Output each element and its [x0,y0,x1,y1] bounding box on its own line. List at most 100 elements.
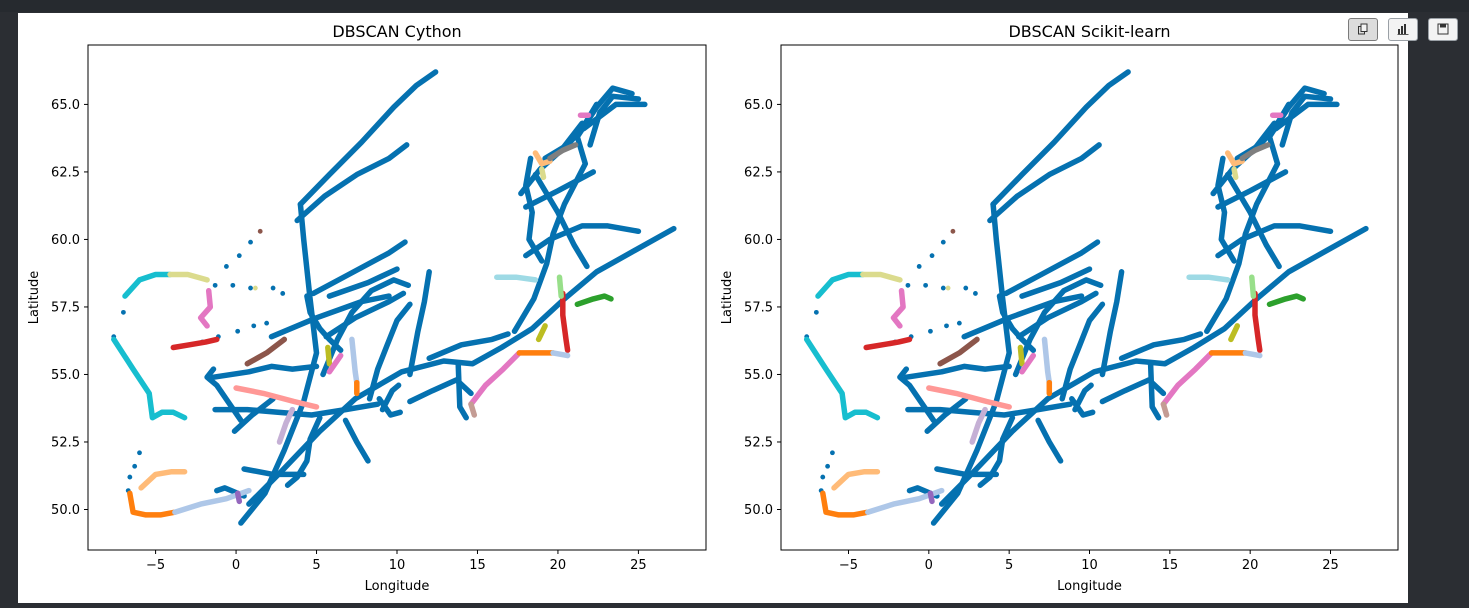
y-tick-label: 60.0 [744,233,773,248]
cluster-track [1099,377,1167,405]
cluster-track [1279,93,1334,148]
cluster-track [550,350,571,359]
cluster-track [244,336,288,367]
cluster-track [468,401,478,418]
cluster-track [969,406,988,445]
cluster-track [961,293,1085,340]
cluster-track [937,336,980,367]
cluster-track [294,142,410,224]
cluster-track [574,293,614,308]
cluster-track [494,274,539,283]
cluster-track [1224,150,1245,167]
cluster-track [803,336,881,421]
cluster-point [230,282,236,288]
x-axis-label: Longitude [1057,579,1122,594]
cluster-track [990,69,1131,208]
bar-chart-icon [1397,20,1409,39]
cluster-track [234,490,243,505]
cluster-track [1252,290,1263,353]
chart-title: DBSCAN Scikit-learn [1008,22,1170,41]
cluster-track [246,225,677,507]
cluster-point [956,320,962,326]
cluster-point [137,450,142,456]
cluster-track [1249,274,1257,299]
cluster-point [224,264,229,269]
cluster-track [468,350,523,407]
cluster-track [241,466,307,478]
cluster-track [890,287,906,329]
cluster-point [905,282,911,288]
cluster-track [580,101,648,132]
cluster-track [903,363,1012,380]
cluster-track [1041,336,1053,386]
cluster-point [923,282,929,288]
cluster-track [1147,360,1162,421]
cluster-track [167,271,210,283]
cluster-track [539,166,547,181]
cluster-track [212,401,381,418]
cluster-track [197,287,214,329]
cluster-track [532,150,553,167]
cluster-track [934,466,1000,478]
x-axis-label: Longitude [365,579,430,594]
cluster-track [127,490,178,518]
chart-title: DBSCAN Cython [332,22,461,41]
cluster-track [1016,290,1099,340]
cluster-point [280,291,286,296]
copy-button[interactable] [1348,18,1378,41]
cluster-track [455,360,469,421]
cluster-point [944,323,949,329]
y-tick-label: 55.0 [51,368,80,383]
cluster-track [210,363,320,380]
cluster-track [1160,350,1215,407]
x-tick-label: −5 [839,558,858,573]
x-tick-label: 5 [312,558,320,573]
cluster-track [1231,166,1239,181]
cluster-track [1160,401,1170,418]
cluster-point [945,285,951,291]
cluster-track [326,266,400,299]
cluster-track [820,490,871,518]
cluster-track [1215,155,1237,264]
cluster-track [587,93,642,148]
cluster-track [268,293,392,340]
cluster-track [376,396,403,418]
cluster-point [825,463,830,469]
cluster-track [1069,396,1096,418]
y-tick-label: 55.0 [744,368,773,383]
x-tick-label: 25 [630,558,647,573]
x-tick-label: 10 [1081,558,1098,573]
cluster-track [996,293,1037,353]
cluster-track [926,385,1012,410]
chart-button[interactable] [1388,18,1418,41]
cluster-point [950,228,956,234]
cluster-track [170,336,220,351]
cluster-track [204,366,244,424]
cluster-track [523,223,642,259]
cluster-track [924,396,969,434]
x-tick-label: 5 [1005,558,1013,573]
cluster-track [325,344,333,367]
cluster-point [127,474,133,480]
cluster-point [940,239,946,245]
cluster-track [284,414,323,488]
subplot-1: −5 0 5 10 15 20 25 50.0 52.5 55.0 57.5 60.0 62.5 65.0… [27,22,707,594]
cluster-track [407,269,432,378]
y-tick-label: 65.0 [744,98,773,113]
cluster-track [815,271,866,299]
cluster-track [1228,323,1241,343]
figure-toolbar [1348,18,1468,42]
cluster-track [342,417,371,464]
cluster-point [830,450,835,456]
x-tick-label: −5 [146,558,165,573]
subplot-2: −5 0 5 10 15 20 25 50.0 52.5 55.0 57.5 60.0 62.5 65.0… [720,22,1399,594]
x-tick-label: 15 [469,558,486,573]
cluster-track [927,490,935,505]
save-button[interactable] [1428,18,1458,41]
cluster-track [1266,293,1306,308]
x-tick-label: 20 [1242,558,1259,573]
copy-icon [1357,20,1369,39]
cluster-track [1215,223,1334,259]
y-tick-label: 50.0 [51,503,80,518]
cluster-track [535,323,548,343]
